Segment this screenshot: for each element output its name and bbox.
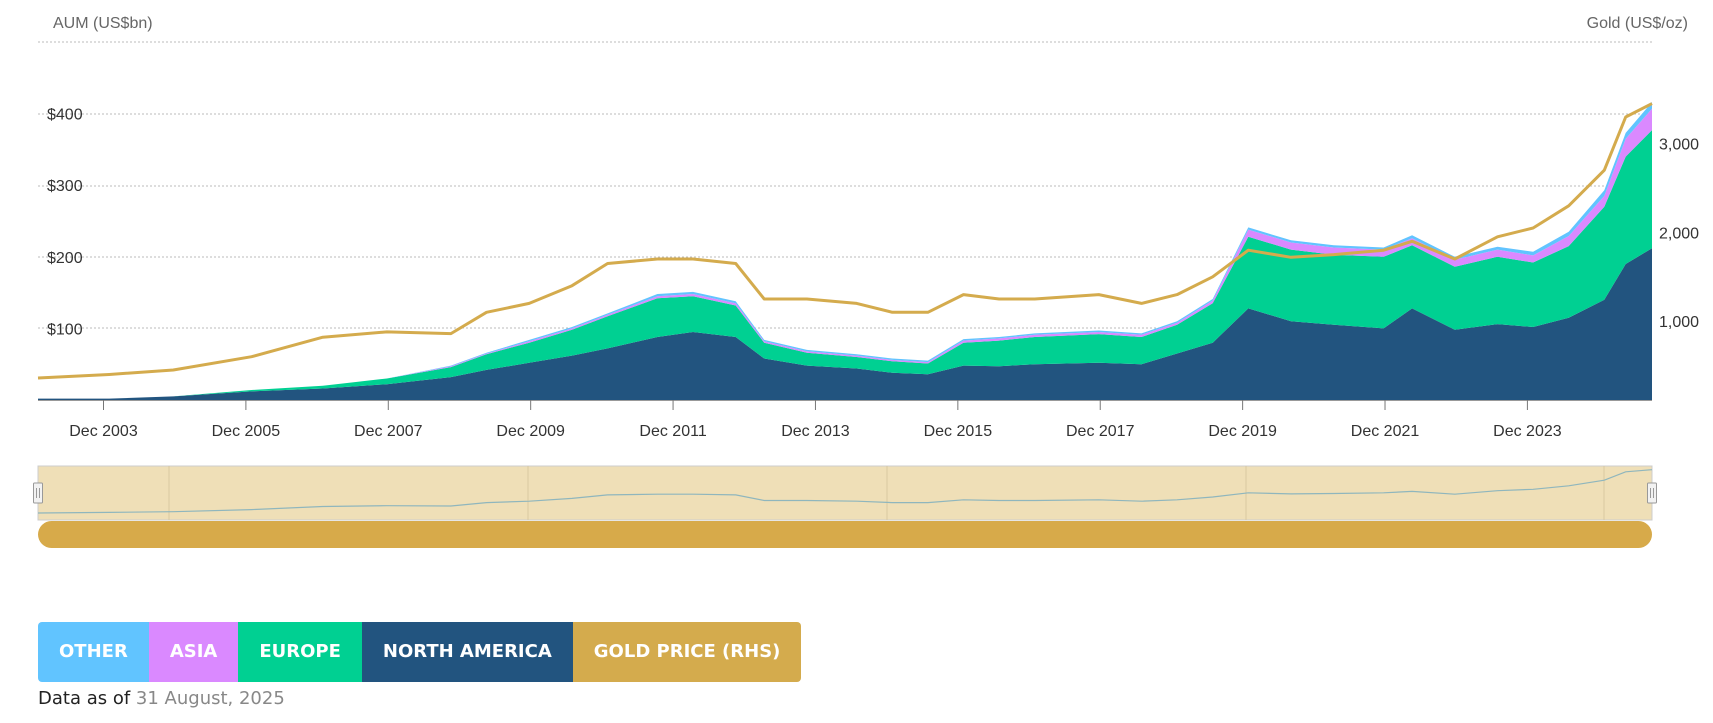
navigator-background xyxy=(37,465,1653,521)
x-tick-label: Dec 2003 xyxy=(69,423,138,440)
y-left-tick-label: $400 xyxy=(47,107,83,124)
legend-item-north-america[interactable]: NORTH AMERICA xyxy=(361,622,573,682)
legend-item-asia[interactable]: ASIA xyxy=(148,622,239,682)
x-tick-label: Dec 2009 xyxy=(496,423,565,440)
data-as-of-label: Data as of xyxy=(38,688,131,709)
data-as-of: Data as of 31 August, 2025 xyxy=(38,688,285,709)
x-tick-label: Dec 2013 xyxy=(781,423,850,440)
left-axis-title: AUM (US$bn) xyxy=(53,15,153,32)
navigator-handle-left[interactable] xyxy=(33,482,43,504)
right-axis-title: Gold (US$/oz) xyxy=(1587,15,1688,32)
x-tick-label: Dec 2021 xyxy=(1351,423,1420,440)
x-tick-label: Dec 2019 xyxy=(1208,423,1277,440)
x-tick-label: Dec 2011 xyxy=(639,423,706,440)
x-tick-label: Dec 2007 xyxy=(354,423,423,440)
y-left-tick-label: $100 xyxy=(47,321,83,338)
area-north-america[interactable] xyxy=(38,248,1652,400)
navigator-series xyxy=(37,469,1653,514)
y-right-tick-label: 1,000 xyxy=(1659,314,1699,331)
area-europe[interactable] xyxy=(38,130,1652,399)
y-left-tick-label: $200 xyxy=(47,250,83,267)
y-right-tick-label: 3,000 xyxy=(1659,137,1699,154)
x-tick-label: Dec 2023 xyxy=(1493,423,1562,440)
gold-price-line[interactable] xyxy=(37,102,1653,380)
x-tick-label: Dec 2015 xyxy=(924,423,993,440)
navigator-scrollbar[interactable] xyxy=(38,521,1652,548)
legend-item-europe[interactable]: EUROPE xyxy=(238,622,362,682)
x-tick-label: Dec 2005 xyxy=(212,423,281,440)
navigator-handle-right[interactable] xyxy=(1647,482,1657,504)
legend: OTHER ASIA EUROPE NORTH AMERICA GOLD PRICE (… xyxy=(38,622,802,682)
range-navigator[interactable] xyxy=(33,465,1657,521)
y-right-tick-label: 2,000 xyxy=(1659,225,1699,242)
data-as-of-date: 31 August, 2025 xyxy=(135,688,285,709)
x-tick-label: Dec 2017 xyxy=(1066,423,1135,440)
y-left-tick-label: $300 xyxy=(47,178,83,195)
legend-item-gold-price-rhs[interactable]: GOLD PRICE (RHS) xyxy=(572,622,802,682)
legend-item-other[interactable]: OTHER xyxy=(38,622,149,682)
